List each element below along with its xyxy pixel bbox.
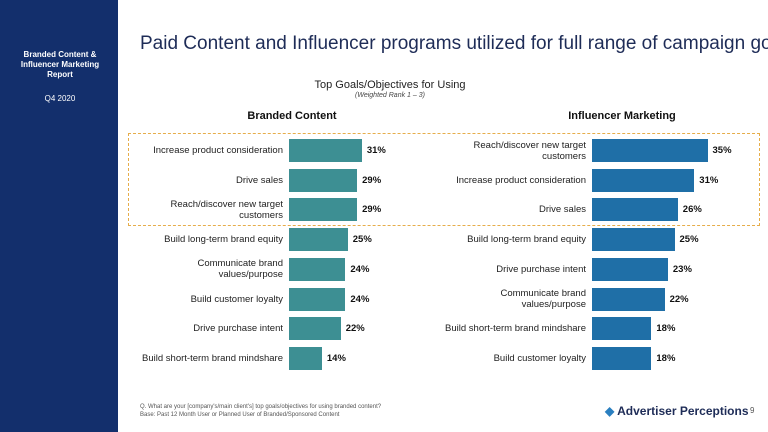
bar [592, 287, 665, 311]
value-label: 31% [699, 174, 719, 186]
value-label: 14% [326, 352, 346, 364]
bar [289, 346, 322, 370]
footnote: Base: Past 12 Month User or Planned User… [140, 412, 340, 418]
bar [289, 198, 358, 222]
bar [592, 257, 668, 281]
logo: ◆ Advertiser Perceptions [605, 404, 749, 418]
category-label: Communicate brand values/purpose [197, 258, 283, 281]
logo-text: Advertiser Perceptions [617, 404, 749, 418]
category-label: Build customer loyalty [190, 293, 283, 305]
value-label: 22% [669, 293, 689, 305]
value-label: 35% [712, 145, 732, 156]
bar [592, 317, 652, 341]
highlight-box [128, 133, 760, 226]
sidebar-date: Q4 2020 [44, 94, 76, 103]
sidebar-title: Branded Content & Influencer Marketing R… [20, 50, 100, 79]
category-label: Drive purchase intent [193, 323, 283, 335]
page-number: 9 [750, 406, 755, 415]
subtitle: Top Goals/Objectives for Using [314, 79, 466, 91]
category-label: Communicate brand values/purpose [500, 288, 586, 310]
bar [289, 139, 362, 162]
subtitle-note: (Weighted Rank 1 – 3) [355, 92, 425, 99]
sidebar [0, 0, 118, 432]
footnote: Q. What are your [company's/main client'… [140, 404, 382, 410]
category-label: Build long-term brand equity [164, 234, 283, 246]
bar [289, 228, 348, 252]
bar [289, 317, 341, 341]
value-label: 25% [679, 234, 699, 246]
category-label: Reach/discover new target customers [170, 198, 283, 221]
category-label: Build short-term brand mindshare [445, 323, 586, 335]
bar [289, 168, 358, 192]
category-label: Reach/discover new target customers [473, 139, 586, 162]
bar [592, 198, 678, 222]
value-label: 26% [682, 204, 702, 216]
chart-title: Branded Content [247, 110, 337, 122]
value-label: 25% [352, 234, 372, 246]
value-label: 22% [345, 323, 365, 335]
value-label: 29% [362, 174, 382, 186]
slide-title: Paid Content and Influencer programs uti… [140, 33, 768, 54]
bar [592, 168, 695, 192]
category-label: Build customer loyalty [493, 352, 586, 364]
category-label: Build long-term brand equity [467, 234, 586, 246]
category-label: Drive sales [236, 174, 283, 186]
value-label: 24% [350, 293, 370, 305]
category-label: Drive sales [539, 204, 586, 216]
value-label: 18% [656, 323, 676, 335]
value-label: 31% [366, 145, 386, 156]
category-label: Increase product consideration [153, 145, 283, 156]
category-label: Drive purchase intent [496, 263, 586, 275]
value-label: 23% [672, 263, 692, 275]
category-label: Increase product consideration [456, 174, 586, 186]
bar [592, 228, 675, 252]
bar [592, 346, 652, 370]
value-label: 29% [362, 204, 382, 216]
bar [592, 139, 708, 162]
value-label: 18% [656, 352, 676, 364]
value-label: 24% [350, 263, 370, 275]
chart-title: Influencer Marketing [568, 110, 676, 122]
bar [289, 257, 346, 281]
bar [289, 287, 346, 311]
category-label: Build short-term brand mindshare [142, 352, 283, 364]
